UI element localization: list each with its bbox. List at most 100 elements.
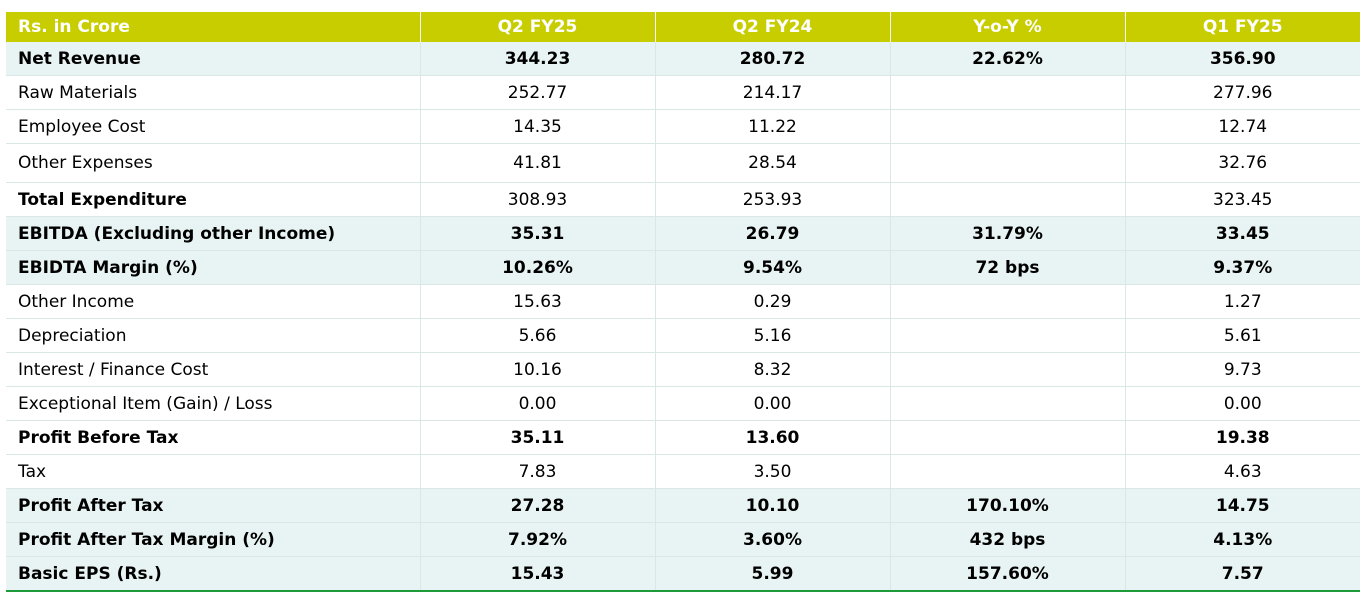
cell-q1-fy25: 9.37%: [1125, 250, 1360, 285]
row-label: Profit Before Tax: [6, 420, 421, 455]
cell-q2-fy24: 214.17: [655, 75, 891, 110]
cell-q2-fy24: 5.99: [655, 556, 891, 592]
cell-yoy: 170.10%: [890, 488, 1126, 523]
cell-yoy: 72 bps: [890, 250, 1126, 285]
cell-q2-fy24: 280.72: [655, 42, 891, 76]
cell-q2-fy25: 344.23: [420, 42, 656, 76]
cell-q1-fy25: 32.76: [1125, 143, 1360, 183]
cell-q2-fy24: 11.22: [655, 109, 891, 144]
row-employee-cost: Employee Cost 14.35 11.22 12.74: [6, 109, 1360, 144]
row-ebitda: EBITDA (Excluding other Income) 35.31 26…: [6, 216, 1360, 251]
cell-q2-fy25: 35.31: [420, 216, 656, 251]
row-label: Employee Cost: [6, 109, 421, 144]
cell-q2-fy25: 27.28: [420, 488, 656, 523]
table-header-row: Rs. in Crore Q2 FY25 Q2 FY24 Y-o-Y % Q1 …: [6, 12, 1360, 42]
row-label: Interest / Finance Cost: [6, 352, 421, 387]
cell-q2-fy25: 7.92%: [420, 522, 656, 557]
cell-q2-fy25: 41.81: [420, 143, 656, 183]
cell-yoy: [890, 420, 1126, 455]
header-q2-fy25: Q2 FY25: [420, 12, 656, 42]
cell-q2-fy24: 253.93: [655, 182, 891, 217]
row-label: EBITDA (Excluding other Income): [6, 216, 421, 251]
financial-results-table: Rs. in Crore Q2 FY25 Q2 FY24 Y-o-Y % Q1 …: [6, 12, 1360, 592]
cell-q2-fy24: 10.10: [655, 488, 891, 523]
cell-q1-fy25: 19.38: [1125, 420, 1360, 455]
cell-yoy: [890, 284, 1126, 319]
cell-q2-fy25: 15.63: [420, 284, 656, 319]
cell-q1-fy25: 1.27: [1125, 284, 1360, 319]
row-label: Depreciation: [6, 318, 421, 353]
cell-q2-fy25: 0.00: [420, 386, 656, 421]
cell-q2-fy24: 0.00: [655, 386, 891, 421]
cell-q1-fy25: 33.45: [1125, 216, 1360, 251]
cell-q2-fy25: 14.35: [420, 109, 656, 144]
cell-yoy: [890, 318, 1126, 353]
row-label: Total Expenditure: [6, 182, 421, 217]
cell-yoy: 22.62%: [890, 42, 1126, 76]
cell-yoy: [890, 386, 1126, 421]
financial-results-table-container: Rs. in Crore Q2 FY25 Q2 FY24 Y-o-Y % Q1 …: [6, 12, 1360, 592]
row-label: Other Income: [6, 284, 421, 319]
cell-yoy: [890, 182, 1126, 217]
row-label: Raw Materials: [6, 75, 421, 110]
cell-q2-fy24: 5.16: [655, 318, 891, 353]
cell-q2-fy24: 0.29: [655, 284, 891, 319]
row-label: EBIDTA Margin (%): [6, 250, 421, 285]
row-label: Profit After Tax: [6, 488, 421, 523]
cell-q2-fy25: 10.26%: [420, 250, 656, 285]
cell-yoy: [890, 454, 1126, 489]
cell-q1-fy25: 5.61: [1125, 318, 1360, 353]
row-other-income: Other Income 15.63 0.29 1.27: [6, 284, 1360, 319]
cell-yoy: [890, 143, 1126, 183]
row-profit-after-tax: Profit After Tax 27.28 10.10 170.10% 14.…: [6, 488, 1360, 523]
row-label: Tax: [6, 454, 421, 489]
cell-q1-fy25: 14.75: [1125, 488, 1360, 523]
header-yoy: Y-o-Y %: [890, 12, 1126, 42]
cell-yoy: 432 bps: [890, 522, 1126, 557]
cell-q2-fy24: 3.50: [655, 454, 891, 489]
cell-q1-fy25: 4.63: [1125, 454, 1360, 489]
cell-yoy: [890, 75, 1126, 110]
cell-q2-fy25: 7.83: [420, 454, 656, 489]
cell-yoy: 157.60%: [890, 556, 1126, 592]
row-depreciation: Depreciation 5.66 5.16 5.61: [6, 318, 1360, 353]
row-net-revenue: Net Revenue 344.23 280.72 22.62% 356.90: [6, 42, 1360, 76]
row-label: Basic EPS (Rs.): [6, 556, 421, 592]
cell-q2-fy25: 35.11: [420, 420, 656, 455]
row-label: Other Expenses: [6, 143, 421, 183]
row-ebitda-margin: EBIDTA Margin (%) 10.26% 9.54% 72 bps 9.…: [6, 250, 1360, 285]
header-q2-fy24: Q2 FY24: [655, 12, 891, 42]
cell-q1-fy25: 0.00: [1125, 386, 1360, 421]
cell-q2-fy24: 13.60: [655, 420, 891, 455]
cell-q2-fy25: 5.66: [420, 318, 656, 353]
cell-q1-fy25: 277.96: [1125, 75, 1360, 110]
cell-q2-fy24: 9.54%: [655, 250, 891, 285]
row-other-expenses: Other Expenses 41.81 28.54 32.76: [6, 143, 1360, 183]
cell-q2-fy24: 8.32: [655, 352, 891, 387]
header-q1-fy25: Q1 FY25: [1125, 12, 1360, 42]
row-total-expenditure: Total Expenditure 308.93 253.93 323.45: [6, 182, 1360, 217]
cell-yoy: 31.79%: [890, 216, 1126, 251]
cell-q1-fy25: 323.45: [1125, 182, 1360, 217]
row-label: Exceptional Item (Gain) / Loss: [6, 386, 421, 421]
cell-q1-fy25: 356.90: [1125, 42, 1360, 76]
cell-q1-fy25: 4.13%: [1125, 522, 1360, 557]
row-raw-materials: Raw Materials 252.77 214.17 277.96: [6, 75, 1360, 110]
row-label: Net Revenue: [6, 42, 421, 76]
cell-q1-fy25: 12.74: [1125, 109, 1360, 144]
cell-yoy: [890, 352, 1126, 387]
cell-q1-fy25: 9.73: [1125, 352, 1360, 387]
row-tax: Tax 7.83 3.50 4.63: [6, 454, 1360, 489]
cell-q2-fy24: 28.54: [655, 143, 891, 183]
cell-yoy: [890, 109, 1126, 144]
cell-q2-fy25: 15.43: [420, 556, 656, 592]
cell-q1-fy25: 7.57: [1125, 556, 1360, 592]
row-label: Profit After Tax Margin (%): [6, 522, 421, 557]
row-interest-finance-cost: Interest / Finance Cost 10.16 8.32 9.73: [6, 352, 1360, 387]
cell-q2-fy25: 308.93: [420, 182, 656, 217]
cell-q2-fy25: 10.16: [420, 352, 656, 387]
row-pat-margin: Profit After Tax Margin (%) 7.92% 3.60% …: [6, 522, 1360, 557]
cell-q2-fy24: 3.60%: [655, 522, 891, 557]
header-label: Rs. in Crore: [6, 12, 421, 42]
cell-q2-fy25: 252.77: [420, 75, 656, 110]
